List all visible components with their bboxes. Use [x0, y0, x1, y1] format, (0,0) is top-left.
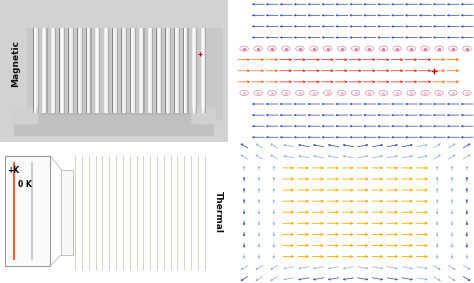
FancyBboxPatch shape: [11, 108, 39, 125]
Bar: [103, 28, 109, 113]
Bar: [143, 28, 145, 113]
Bar: [121, 28, 127, 113]
Bar: [95, 28, 100, 113]
Bar: [86, 28, 91, 113]
Bar: [86, 28, 87, 113]
Bar: [201, 28, 206, 113]
Bar: [165, 28, 166, 113]
Bar: [158, 28, 160, 113]
Bar: [51, 28, 56, 113]
Bar: [77, 28, 78, 113]
Bar: [55, 28, 56, 113]
Bar: [149, 28, 151, 113]
Bar: [62, 170, 73, 255]
Bar: [156, 28, 157, 113]
Bar: [112, 28, 118, 113]
Bar: [117, 28, 118, 113]
Bar: [191, 28, 197, 113]
Bar: [59, 28, 65, 113]
Bar: [46, 28, 47, 113]
Bar: [61, 28, 63, 113]
Text: +K: +K: [7, 166, 19, 175]
Bar: [130, 28, 131, 113]
Text: 0 K: 0 K: [18, 180, 32, 189]
Bar: [82, 28, 83, 113]
Bar: [27, 113, 200, 130]
FancyBboxPatch shape: [191, 108, 216, 125]
Bar: [167, 28, 168, 113]
Bar: [70, 28, 72, 113]
Bar: [175, 28, 177, 113]
Bar: [68, 28, 74, 113]
Bar: [14, 115, 214, 136]
Bar: [35, 28, 36, 113]
Bar: [68, 28, 69, 113]
Bar: [152, 28, 153, 113]
Bar: [139, 28, 145, 113]
Bar: [147, 28, 153, 113]
Bar: [114, 28, 116, 113]
Bar: [147, 28, 148, 113]
Bar: [52, 28, 54, 113]
Bar: [121, 28, 122, 113]
Bar: [27, 28, 223, 120]
Bar: [135, 28, 136, 113]
Bar: [170, 28, 171, 113]
Bar: [196, 28, 197, 113]
Bar: [187, 28, 189, 113]
Bar: [99, 28, 100, 113]
Bar: [156, 28, 162, 113]
Bar: [96, 28, 98, 113]
Bar: [87, 28, 89, 113]
Bar: [126, 28, 127, 113]
Bar: [183, 28, 189, 113]
Bar: [130, 28, 136, 113]
Bar: [161, 28, 162, 113]
Bar: [5, 156, 50, 266]
Bar: [42, 28, 43, 113]
Bar: [184, 28, 186, 113]
Bar: [191, 28, 192, 113]
Bar: [202, 28, 204, 113]
Bar: [123, 28, 124, 113]
Bar: [131, 28, 133, 113]
Bar: [43, 28, 45, 113]
Bar: [42, 28, 47, 113]
Bar: [33, 28, 39, 113]
Bar: [165, 28, 171, 113]
Bar: [77, 28, 83, 113]
Bar: [108, 28, 109, 113]
Bar: [205, 28, 206, 113]
Bar: [37, 28, 39, 113]
Bar: [140, 28, 142, 113]
Text: Thermal: Thermal: [214, 191, 223, 233]
Bar: [193, 28, 195, 113]
Bar: [174, 28, 180, 113]
Bar: [105, 28, 107, 113]
Bar: [174, 28, 175, 113]
Bar: [64, 28, 65, 113]
Bar: [112, 28, 113, 113]
Bar: [103, 28, 104, 113]
Bar: [179, 28, 180, 113]
Bar: [73, 28, 74, 113]
Bar: [59, 28, 60, 113]
Text: Magnetic: Magnetic: [11, 40, 20, 87]
Bar: [79, 28, 80, 113]
Bar: [33, 28, 34, 113]
